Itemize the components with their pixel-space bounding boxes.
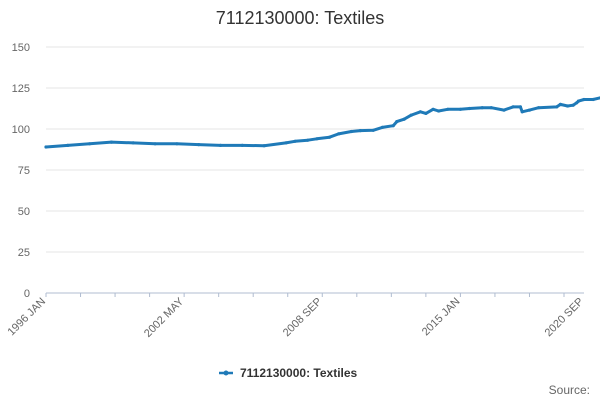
data-point[interactable] [518, 105, 523, 109]
series-line[interactable] [44, 96, 600, 149]
data-point[interactable] [391, 124, 395, 128]
data-point[interactable] [44, 145, 48, 149]
data-point[interactable] [402, 117, 406, 121]
data-point[interactable] [153, 142, 157, 146]
x-tick-label: 2002 MAY [142, 295, 187, 340]
source-credit: Source: [549, 383, 590, 397]
data-point[interactable] [431, 107, 435, 111]
data-point[interactable] [418, 110, 422, 114]
y-tick-label: 75 [18, 165, 30, 177]
data-point[interactable] [520, 110, 524, 114]
data-point[interactable] [293, 139, 297, 143]
chart-title: 7112130000: Textiles [216, 8, 384, 28]
data-point[interactable] [511, 105, 515, 109]
x-axis-ticks: 1996 JAN 2002 MAY 2008 SEP 2015 JAN 2020 SEP [5, 293, 586, 340]
data-point[interactable] [240, 143, 244, 147]
data-point[interactable] [424, 111, 428, 115]
y-tick-label: 0 [24, 288, 30, 300]
data-point[interactable] [306, 138, 310, 142]
data-point[interactable] [437, 109, 441, 113]
x-tick-label: 2008 SEP [281, 296, 325, 340]
data-point[interactable] [262, 144, 266, 148]
x-tick-label: 2015 JAN [420, 296, 463, 339]
y-tick-label: 25 [18, 247, 30, 259]
data-point[interactable] [489, 106, 493, 110]
data-point[interactable] [284, 141, 288, 145]
x-tick-label: 2020 SEP [543, 296, 587, 340]
data-point[interactable] [315, 137, 319, 141]
y-tick-label: 125 [12, 83, 30, 95]
data-point[interactable] [537, 106, 541, 110]
data-point[interactable] [371, 128, 375, 132]
data-point[interactable] [582, 97, 586, 102]
series-group [44, 96, 600, 149]
data-point[interactable] [358, 129, 362, 133]
data-point[interactable] [197, 143, 201, 147]
y-axis-ticks: 0 25 50 75 100 125 150 [12, 42, 30, 300]
legend-label[interactable]: 7112130000: Textiles [240, 366, 358, 380]
data-point[interactable] [480, 106, 484, 110]
data-point[interactable] [327, 135, 332, 139]
y-tick-label: 100 [12, 124, 30, 136]
data-point[interactable] [337, 132, 341, 136]
data-point[interactable] [131, 141, 135, 145]
legend-marker-dot [223, 370, 229, 376]
grid-lines [46, 46, 584, 253]
data-point[interactable] [395, 120, 399, 124]
data-point[interactable] [566, 104, 570, 108]
data-point[interactable] [218, 143, 223, 147]
data-point[interactable] [175, 142, 179, 146]
data-point[interactable] [558, 102, 563, 106]
data-point[interactable] [380, 125, 384, 129]
data-point[interactable] [527, 108, 532, 112]
legend[interactable]: 7112130000: Textiles [219, 366, 358, 380]
x-tick-label: 1996 JAN [5, 296, 48, 339]
data-point[interactable] [66, 143, 70, 147]
y-tick-label: 150 [12, 42, 30, 54]
data-point[interactable] [576, 99, 581, 103]
data-point[interactable] [446, 107, 450, 111]
data-point[interactable] [409, 113, 413, 117]
data-point[interactable] [458, 107, 462, 111]
data-point[interactable] [502, 108, 506, 112]
y-tick-label: 50 [18, 206, 30, 218]
data-point[interactable] [109, 140, 113, 144]
data-point[interactable] [467, 106, 472, 111]
data-point[interactable] [349, 129, 353, 134]
data-point[interactable] [571, 103, 575, 107]
data-point[interactable] [591, 97, 595, 102]
data-point[interactable] [88, 142, 92, 146]
data-point[interactable] [555, 105, 559, 109]
